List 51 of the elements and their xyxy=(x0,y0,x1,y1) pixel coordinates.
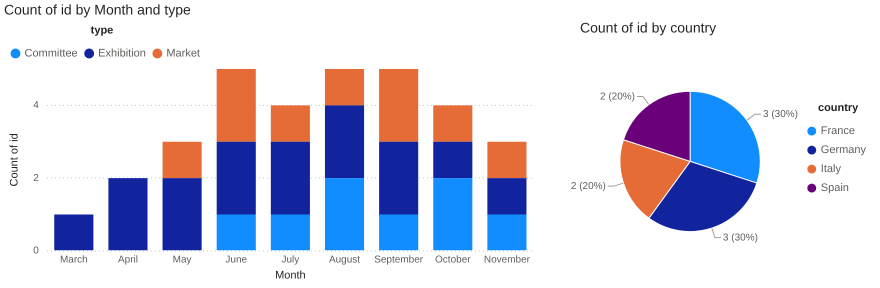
legend-label: Exhibition xyxy=(98,48,146,60)
x-tick-label: September xyxy=(374,254,424,266)
bar xyxy=(379,142,418,214)
y-axis-title: Count of id xyxy=(8,133,21,186)
bar xyxy=(270,105,310,142)
bar xyxy=(324,178,364,250)
x-tick-label: July xyxy=(281,254,300,266)
legend-label: Committee xyxy=(24,48,78,60)
x-tick-label: November xyxy=(484,254,531,266)
bar xyxy=(162,178,202,250)
bar xyxy=(379,69,418,142)
bar xyxy=(270,214,310,250)
legend-label: Spain xyxy=(820,182,849,194)
chart-title: Count of id by Month and type xyxy=(4,1,191,18)
x-tick-label: March xyxy=(60,254,88,266)
bar xyxy=(324,105,364,178)
bar xyxy=(108,178,148,250)
data-label: 3 (30%) xyxy=(722,232,758,244)
legend-title: type xyxy=(90,24,114,36)
bar xyxy=(487,214,526,250)
bar xyxy=(216,142,256,214)
x-axis-title: Month xyxy=(275,269,306,282)
legend-label: Market xyxy=(166,48,200,60)
y-tick-label: 0 xyxy=(33,246,40,257)
data-label: 2 (20%) xyxy=(570,180,606,192)
x-tick-label: May xyxy=(172,254,192,266)
chart-title: Count of id by country xyxy=(580,19,716,36)
bar xyxy=(216,69,256,142)
legend-label: Germany xyxy=(820,144,866,156)
bar xyxy=(270,142,310,214)
data-label: 2 (20%) xyxy=(600,91,636,102)
x-tick-label: October xyxy=(435,254,472,266)
bar xyxy=(433,178,472,250)
data-label: 3 (30%) xyxy=(762,109,798,120)
x-tick-label: April xyxy=(118,254,138,266)
y-tick-label: 2 xyxy=(33,172,40,184)
legend-title: country xyxy=(818,102,860,114)
x-tick-label: June xyxy=(225,254,248,266)
x-tick-label: August xyxy=(328,254,360,266)
bar xyxy=(216,214,256,250)
legend-label: Italy xyxy=(820,163,842,176)
bar xyxy=(379,214,418,250)
bar xyxy=(433,105,472,142)
bar xyxy=(487,142,526,178)
bar xyxy=(54,214,94,250)
bar xyxy=(324,69,364,106)
legend-label: France xyxy=(820,125,856,138)
bar xyxy=(433,142,472,178)
bar xyxy=(162,142,202,178)
bar xyxy=(487,178,526,214)
y-tick-label: 4 xyxy=(33,100,40,112)
